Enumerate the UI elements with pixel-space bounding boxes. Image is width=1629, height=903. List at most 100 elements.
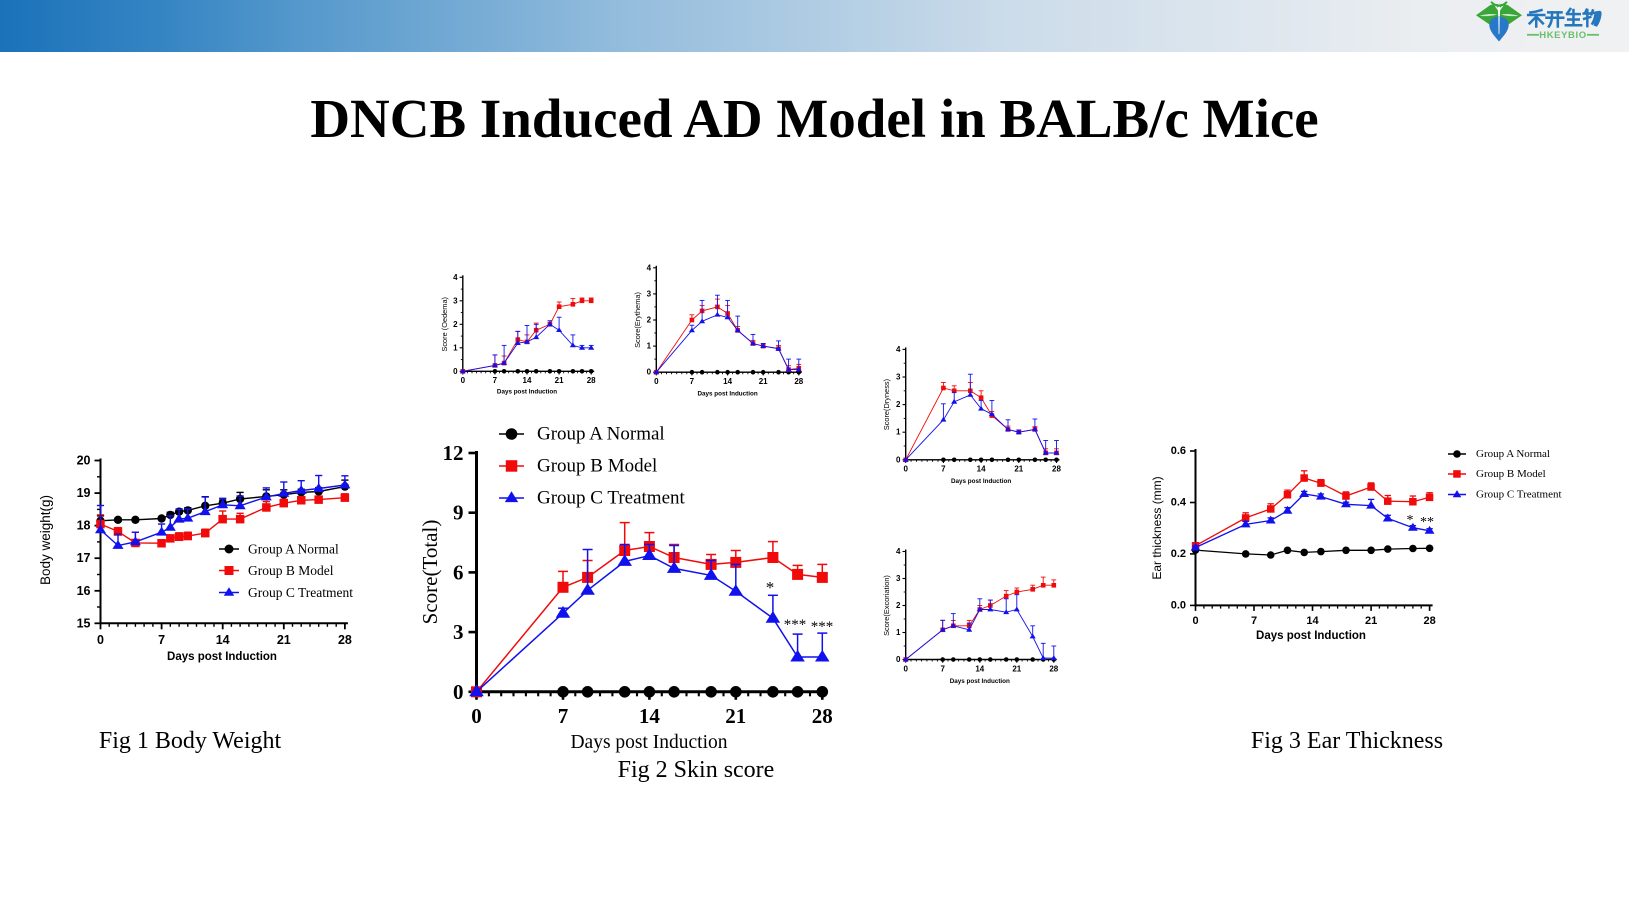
svg-text:Group B Model: Group B Model: [248, 563, 334, 578]
svg-text:21: 21: [1014, 465, 1023, 474]
svg-text:Score(Erythema): Score(Erythema): [633, 292, 642, 348]
svg-text:Ear thickness (mm): Ear thickness (mm): [1150, 476, 1164, 579]
svg-text:21: 21: [277, 633, 291, 647]
svg-text:9: 9: [453, 501, 464, 525]
svg-text:28: 28: [794, 377, 803, 386]
svg-text:14: 14: [216, 633, 230, 647]
svg-text:Days post Induction: Days post Induction: [570, 732, 727, 753]
svg-text:0: 0: [647, 368, 652, 377]
svg-text:Group B Model: Group B Model: [537, 456, 657, 477]
svg-text:Group B Model: Group B Model: [1476, 468, 1546, 480]
svg-text:3: 3: [453, 296, 458, 305]
svg-text:Group A Normal: Group A Normal: [248, 542, 339, 557]
svg-text:17: 17: [77, 551, 91, 565]
svg-text:**: **: [1420, 515, 1434, 530]
svg-text:Days post Induction: Days post Induction: [1256, 630, 1366, 642]
svg-text:Days post Induction: Days post Induction: [951, 478, 1011, 485]
svg-text:14: 14: [1306, 615, 1319, 627]
svg-text:1: 1: [453, 343, 458, 352]
svg-text:28: 28: [1049, 664, 1058, 673]
svg-text:28: 28: [338, 633, 352, 647]
svg-text:Score(Excoriation): Score(Excoriation): [882, 575, 891, 636]
svg-text:2: 2: [896, 601, 901, 610]
svg-text:0: 0: [97, 633, 104, 647]
svg-text:4: 4: [647, 263, 652, 272]
svg-text:3: 3: [896, 373, 901, 382]
svg-text:12: 12: [443, 441, 464, 465]
svg-text:18: 18: [77, 519, 91, 533]
svg-text:Group C Treatment: Group C Treatment: [248, 585, 353, 600]
svg-text:2: 2: [647, 316, 652, 325]
svg-text:3: 3: [453, 620, 464, 644]
svg-text:0.0: 0.0: [1171, 599, 1186, 611]
svg-text:19: 19: [77, 486, 91, 500]
svg-text:0: 0: [903, 664, 908, 673]
svg-text:0.4: 0.4: [1171, 497, 1187, 509]
svg-text:0: 0: [453, 680, 464, 704]
svg-text:28: 28: [1052, 465, 1061, 474]
svg-text:Group A Normal: Group A Normal: [1476, 448, 1550, 460]
svg-text:28: 28: [587, 376, 596, 385]
svg-text:28: 28: [1423, 615, 1435, 627]
svg-text:15: 15: [77, 616, 91, 630]
svg-text:Score (Oedema): Score (Oedema): [440, 297, 449, 352]
svg-text:21: 21: [759, 377, 768, 386]
svg-text:0: 0: [654, 377, 659, 386]
svg-text:14: 14: [723, 377, 732, 386]
svg-text:7: 7: [941, 465, 946, 474]
svg-text:4: 4: [453, 273, 458, 282]
svg-text:7: 7: [1251, 615, 1257, 627]
svg-text:Group C Treatment: Group C Treatment: [1476, 489, 1562, 501]
svg-text:14: 14: [975, 664, 984, 673]
svg-text:3: 3: [896, 574, 901, 583]
svg-text:0: 0: [896, 655, 901, 664]
svg-text:0: 0: [471, 704, 482, 728]
svg-text:7: 7: [558, 704, 569, 728]
svg-text:28: 28: [812, 704, 833, 728]
svg-text:20: 20: [77, 454, 91, 468]
svg-text:Score(Dryness): Score(Dryness): [882, 379, 891, 430]
svg-text:4: 4: [896, 345, 901, 354]
svg-text:Fig 1 Body Weight: Fig 1 Body Weight: [99, 728, 282, 754]
svg-text:***: ***: [784, 617, 807, 633]
svg-text:Body weight(g): Body weight(g): [38, 495, 53, 585]
svg-text:1: 1: [647, 342, 652, 351]
svg-text:7: 7: [158, 633, 165, 647]
svg-text:Days post Induction: Days post Induction: [698, 391, 758, 398]
svg-text:2: 2: [896, 400, 901, 409]
svg-text:0: 0: [896, 455, 901, 464]
svg-text:21: 21: [1365, 615, 1377, 627]
svg-text:6: 6: [453, 560, 464, 584]
svg-text:0: 0: [453, 367, 458, 376]
svg-text:14: 14: [639, 704, 661, 728]
svg-text:0: 0: [903, 465, 908, 474]
svg-text:21: 21: [1012, 664, 1021, 673]
svg-text:16: 16: [77, 584, 91, 598]
svg-text:21: 21: [725, 704, 746, 728]
svg-text:1: 1: [896, 428, 901, 437]
svg-text:7: 7: [493, 376, 498, 385]
svg-text:4: 4: [896, 547, 901, 556]
svg-text:***: ***: [811, 619, 834, 635]
svg-text:3: 3: [647, 289, 652, 298]
svg-text:21: 21: [555, 376, 564, 385]
svg-text:Score(Total): Score(Total): [418, 520, 442, 625]
svg-text:7: 7: [940, 664, 945, 673]
svg-text:*: *: [766, 578, 775, 597]
svg-text:0.2: 0.2: [1171, 548, 1186, 560]
svg-text:Fig 2 Skin score: Fig 2 Skin score: [618, 757, 775, 783]
svg-text:0: 0: [1192, 615, 1198, 627]
svg-text:Group C Treatment: Group C Treatment: [537, 488, 686, 509]
svg-text:HKEYBIO: HKEYBIO: [1539, 30, 1586, 41]
svg-text:Days post Induction: Days post Induction: [167, 651, 277, 663]
svg-text:0.6: 0.6: [1171, 445, 1186, 457]
svg-text:14: 14: [523, 376, 532, 385]
svg-text:Days post Induction: Days post Induction: [950, 678, 1010, 685]
svg-text:14: 14: [977, 465, 986, 474]
svg-text:Days post Induction: Days post Induction: [497, 389, 557, 396]
svg-text:Fig 3 Ear Thickness: Fig 3 Ear Thickness: [1251, 728, 1443, 754]
svg-text:*: *: [1407, 513, 1414, 528]
svg-text:Group A Normal: Group A Normal: [537, 424, 665, 445]
svg-text:1: 1: [896, 628, 901, 637]
svg-text:7: 7: [690, 377, 695, 386]
